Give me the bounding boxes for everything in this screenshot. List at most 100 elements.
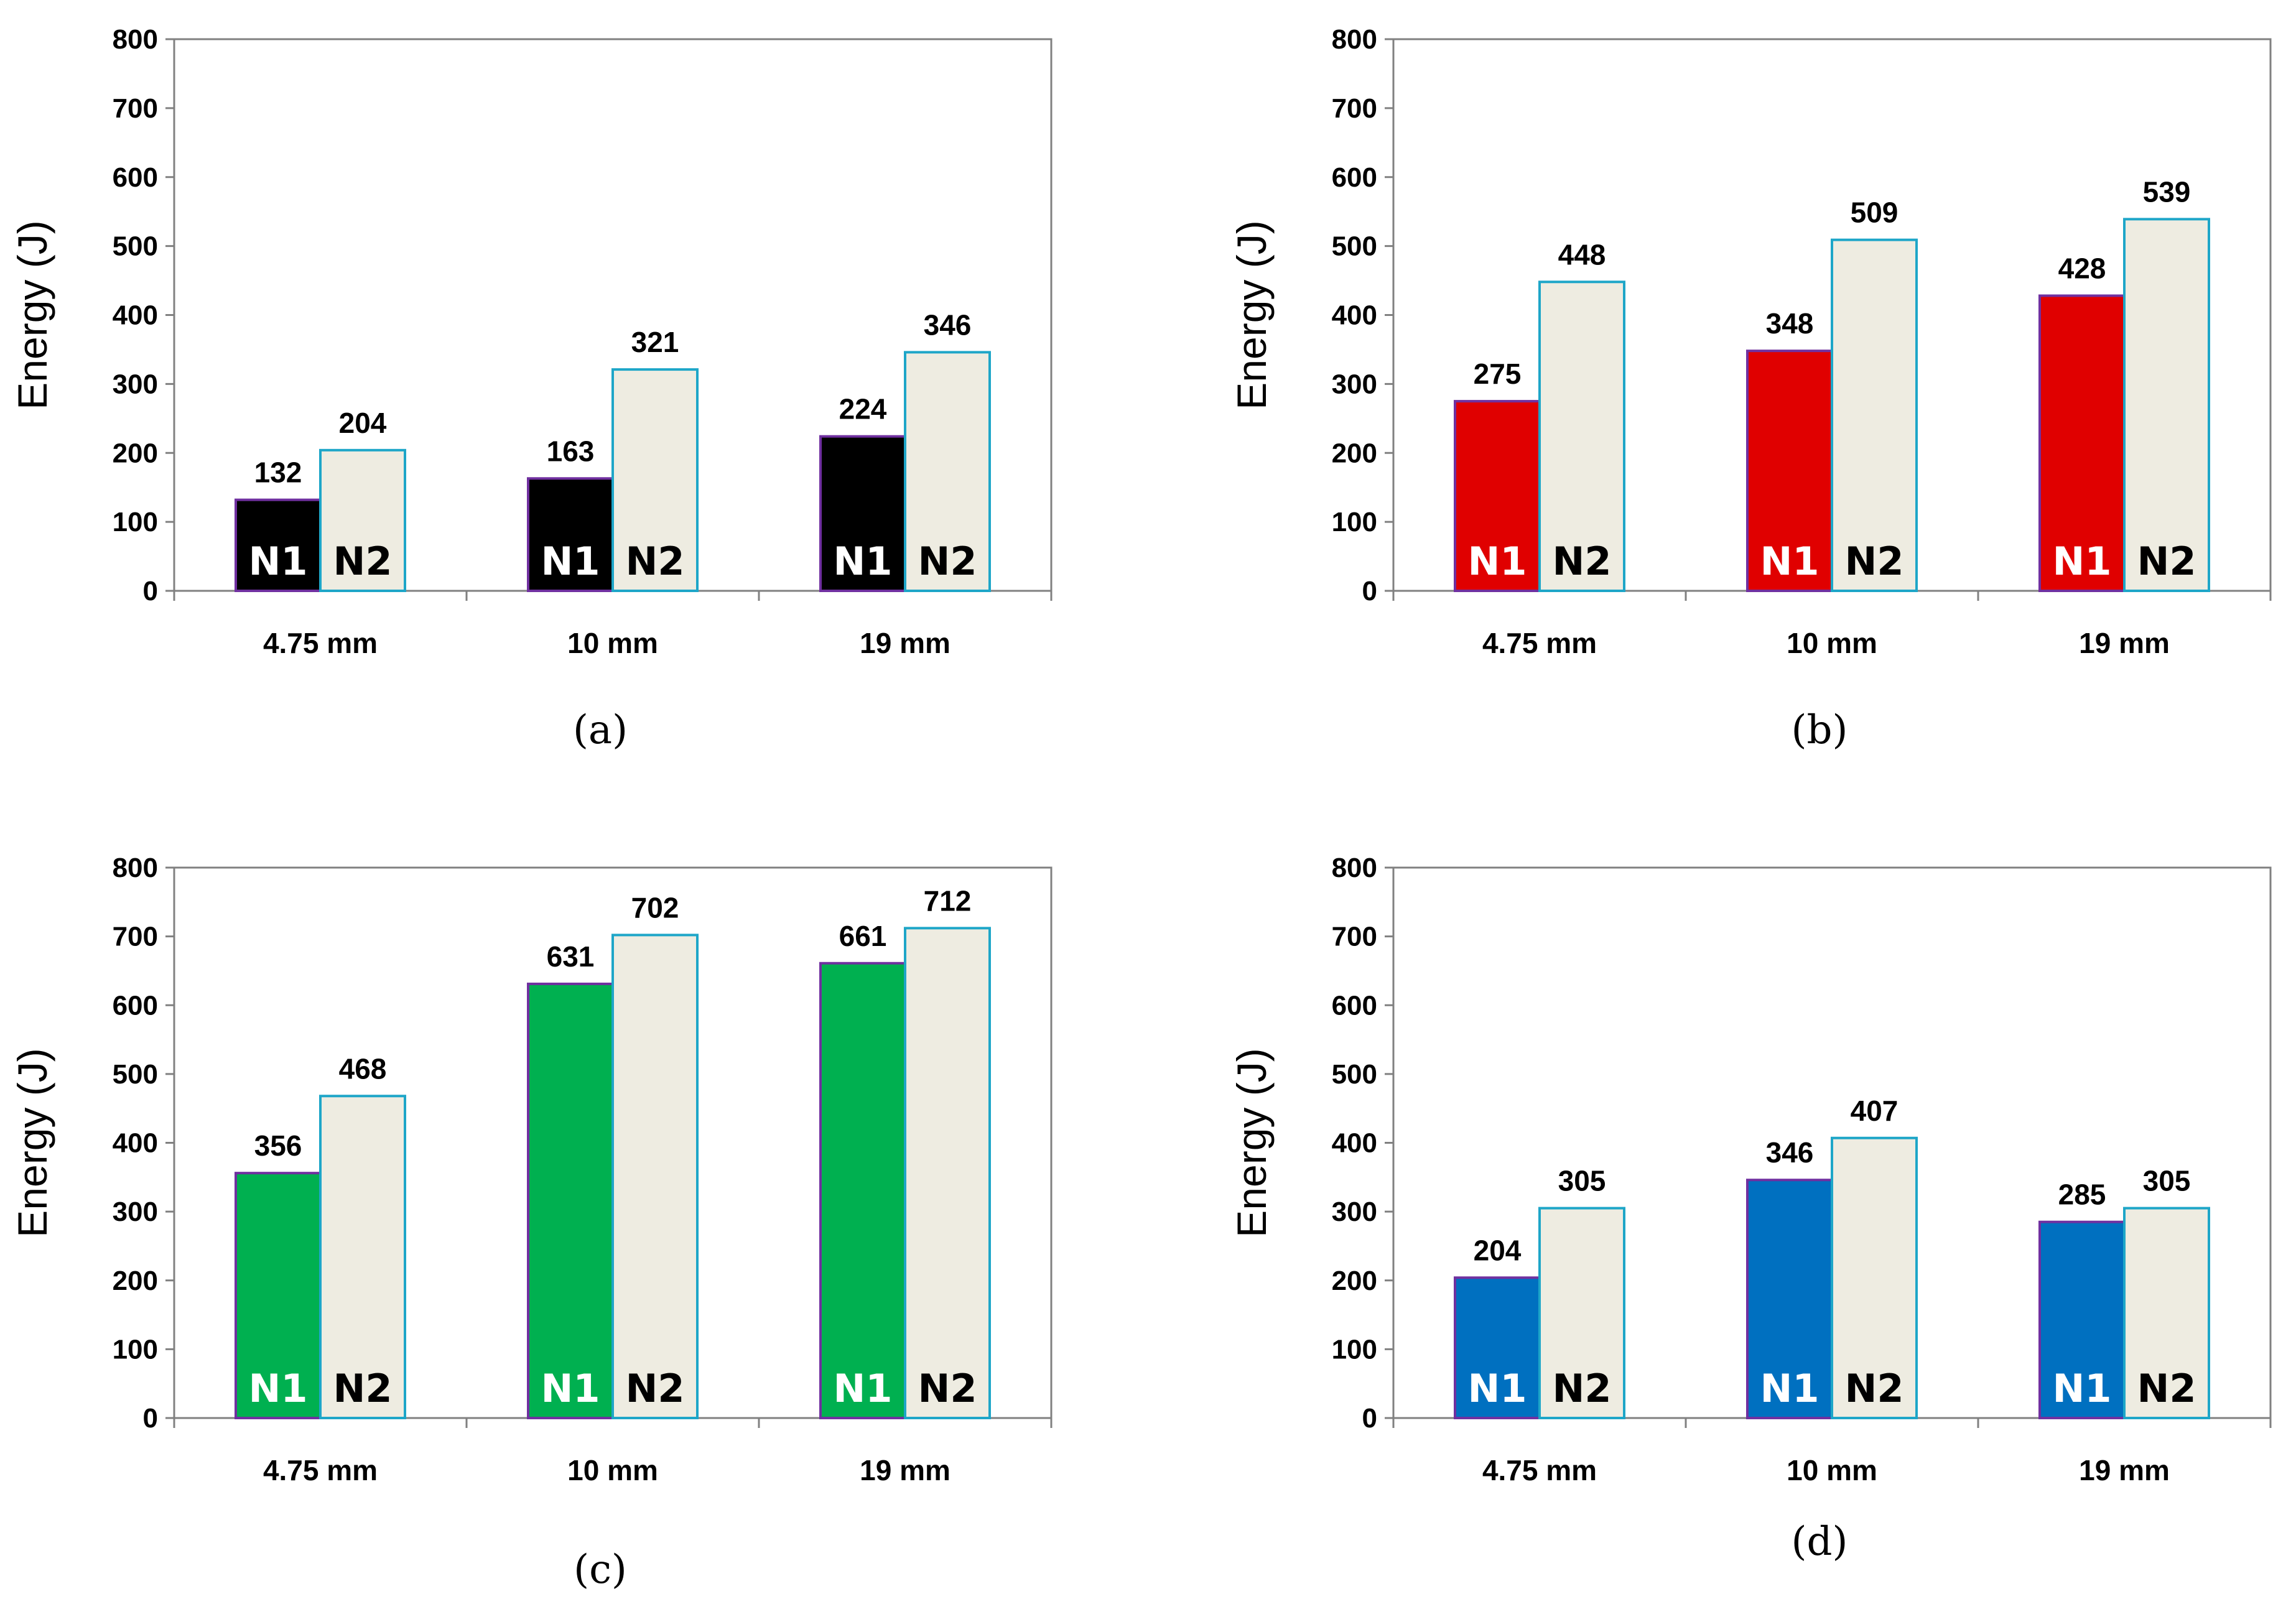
bar-n2 [611,368,699,592]
series-label-n2: N2 [2137,539,2196,584]
x-tick-label: 10 mm [567,1454,658,1486]
x-tick-label: 19 mm [860,627,950,659]
series-label-n1: N1 [1467,1366,1527,1411]
y-tick-label: 0 [1362,576,1377,606]
y-tick-label: 800 [1332,853,1377,883]
y-tick-label: 300 [113,369,158,399]
x-tick-label: 4.75 mm [1482,627,1597,659]
y-tick-label: 400 [113,300,158,331]
bar-n2 [2123,218,2210,593]
x-tick-label: 4.75 mm [1482,1454,1597,1486]
series-label-n2: N2 [918,1366,977,1411]
series-label-n2: N2 [1552,1366,1611,1411]
bar-n1 [819,435,906,593]
x-tick-label: 4.75 mm [263,627,378,659]
data-label: 305 [1558,1165,1606,1197]
y-tick-label: 500 [113,1059,158,1090]
bar-n1 [527,982,614,1420]
series-label-n1: N1 [1760,539,1819,584]
y-tick-label: 500 [1332,1059,1377,1090]
data-label: 702 [631,891,679,924]
series-label-n1: N1 [833,1366,892,1411]
y-tick-label: 800 [113,853,158,883]
data-label: 661 [839,920,887,952]
data-label: 321 [631,326,679,358]
series-label-n1: N1 [1467,539,1527,584]
bar-n1 [527,477,614,592]
series-label-n1: N1 [541,1366,600,1411]
bar-n2 [1538,280,1625,592]
y-axis-label: Energy (J) [9,1048,55,1237]
x-tick-label: 19 mm [2079,1454,2170,1486]
y-axis-label: Energy (J) [1229,1048,1275,1237]
bar-n2 [904,351,991,592]
y-tick-label: 600 [1332,990,1377,1021]
series-label-n2: N2 [1844,1366,1903,1411]
data-label: 204 [1474,1234,1522,1266]
x-tick-label: 19 mm [2079,627,2170,659]
y-tick-label: 200 [113,438,158,468]
data-label: 468 [339,1052,387,1085]
data-label: 448 [1558,238,1606,271]
y-tick-label: 200 [1332,1266,1377,1296]
data-label: 132 [254,457,302,489]
y-axis-label: Energy (J) [1229,220,1275,409]
y-tick-label: 500 [1332,231,1377,262]
panel-caption: (d) [1792,1519,1848,1565]
data-label: 305 [2143,1165,2191,1197]
bar-n2 [904,927,991,1419]
series-label-n1: N1 [2052,539,2111,584]
series-label-n1: N1 [2052,1366,2111,1411]
series-label-n1: N1 [541,539,600,584]
data-label: 224 [839,393,887,425]
bar-n1 [1746,350,1833,593]
chart-panel-b: 0 100 200 300 400 500 600 700 800 Energy (J) 275 N1… [1229,24,2272,753]
x-tick-label: 10 mm [1787,627,1877,659]
data-label: 204 [339,407,387,439]
data-label: 285 [2058,1179,2106,1211]
bar-n2 [611,934,699,1419]
bar-n1 [2038,294,2126,592]
data-label: 428 [2058,252,2106,284]
data-label: 631 [547,940,595,973]
series-label-n2: N2 [625,1366,684,1411]
y-tick-label: 100 [113,1334,158,1365]
y-tick-label: 800 [1332,24,1377,55]
bar-n1 [235,1172,322,1420]
y-tick-label: 0 [143,1403,158,1434]
y-tick-label: 700 [113,922,158,952]
chart-panel-c: 0 100 200 300 400 500 600 700 800 Energy (J) 356 N1… [9,853,1053,1593]
x-tick-label: 4.75 mm [263,1454,378,1486]
bar-n2 [319,1095,406,1419]
series-label-n2: N2 [1552,539,1611,584]
data-label: 407 [1851,1095,1899,1127]
chart-panel-a: 0 100 200 300 400 500 600 700 800 Energy (J) 132 N1… [9,24,1053,753]
y-tick-label: 600 [113,162,158,193]
y-tick-label: 200 [113,1266,158,1296]
y-tick-label: 600 [113,990,158,1021]
bar-n2 [2123,1207,2210,1419]
y-tick-label: 200 [1332,438,1377,468]
data-label: 275 [1474,358,1522,390]
y-tick-label: 0 [1362,1403,1377,1434]
bar-n2 [319,448,406,592]
y-tick-label: 700 [1332,922,1377,952]
y-tick-label: 800 [113,24,158,55]
x-tick-label: 10 mm [567,627,658,659]
bar-n1 [1746,1179,1833,1420]
series-label-n2: N2 [625,539,684,584]
chart-panel-d: 0 100 200 300 400 500 600 700 800 Energy (J) 204 N1… [1229,853,2272,1565]
data-label: 346 [924,308,972,341]
series-label-n2: N2 [2137,1366,2196,1411]
x-tick-label: 10 mm [1787,1454,1877,1486]
bar-n1 [235,498,322,593]
data-label: 346 [1766,1136,1814,1169]
y-tick-label: 100 [1332,507,1377,537]
series-label-n1: N1 [248,539,307,584]
series-label-n1: N1 [833,539,892,584]
y-tick-label: 100 [1332,1334,1377,1365]
bar-n1 [819,962,906,1420]
y-tick-label: 0 [143,576,158,606]
y-axis-label: Energy (J) [9,220,55,409]
